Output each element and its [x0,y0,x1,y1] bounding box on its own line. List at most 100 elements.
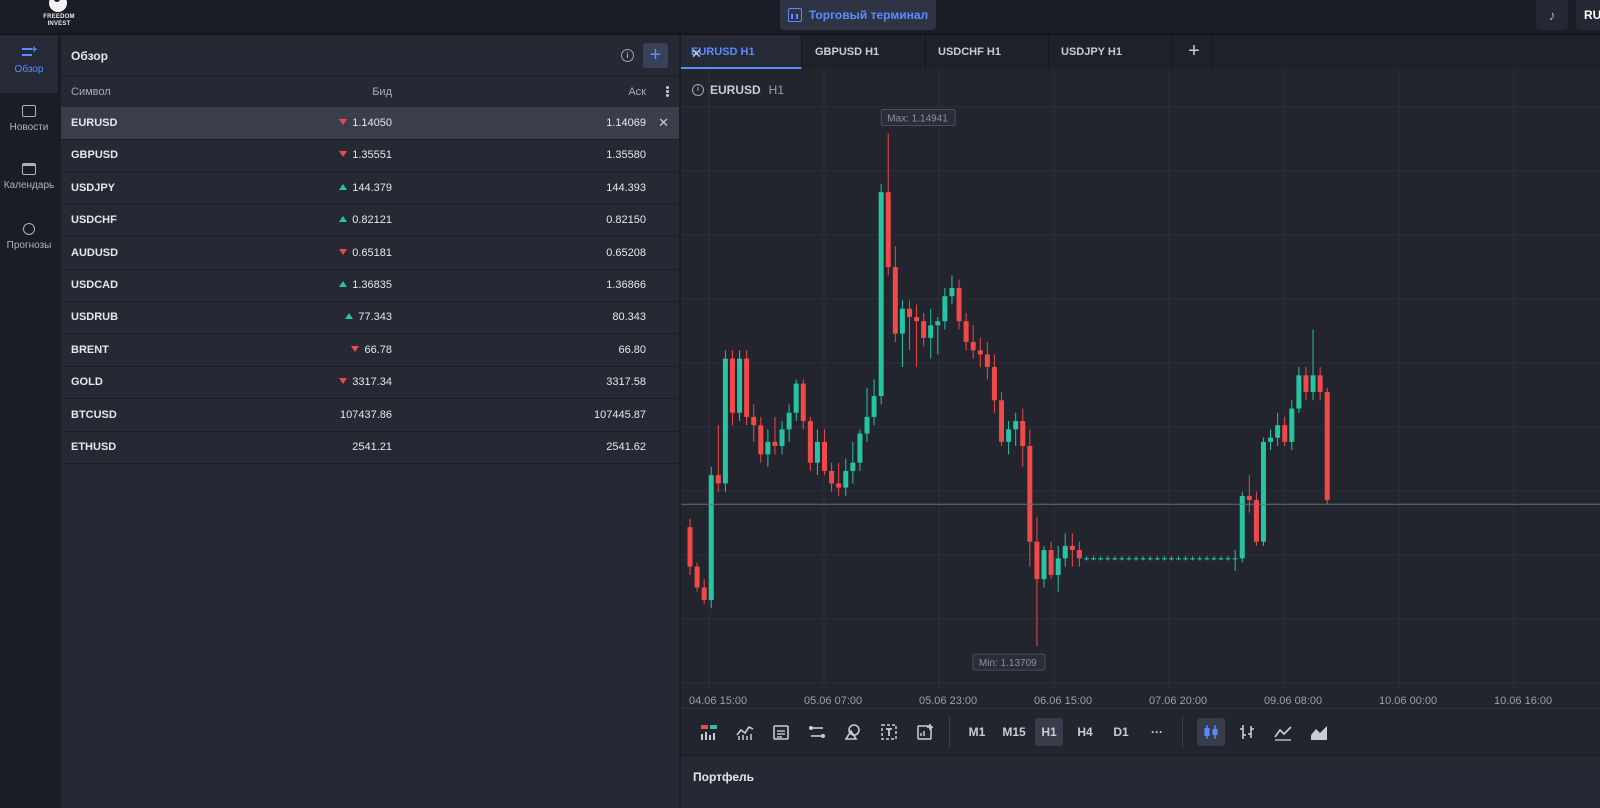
table-row[interactable]: AUDUSD 0.65181 0.65208 [61,237,679,270]
area-chart-button[interactable] [1305,718,1333,746]
line-chart-button[interactable] [1269,718,1297,746]
min-price-label-box [972,653,1046,671]
table-row[interactable]: ETHUSD 2541.21 2541.62 [61,431,679,464]
nav-item-label: Прогнозы [6,240,52,251]
bars-chart-button[interactable] [1233,718,1261,746]
table-row[interactable]: USDRUB 77.343 80.343 [61,301,679,335]
line-tool-icon [809,726,825,738]
chart-symbol: EURUSD [710,83,761,97]
candle-body [722,358,728,484]
info-icon[interactable]: i [692,84,704,96]
column-symbol[interactable]: Символ [71,86,111,98]
timeframe-m1-button[interactable]: M1 [968,725,986,739]
trading-terminal-label: Торговый терминал [808,8,929,22]
x-tick-label: 05.06 23:00 [919,695,977,707]
chart-tabs: EURUSD H1 ✕ GBPUSD H1 USDCHF H1 USDJPY H… [681,35,1600,69]
row-bid: 1.36835 [339,279,392,291]
price-chart[interactable]: Max: 1.14941 Min: 1.13709 04.06 15:00 05.06… [681,69,1600,708]
arrow-down-icon [339,378,348,385]
close-icon[interactable]: ✕ [691,46,702,61]
bid-value: 107437.86 [340,408,392,421]
add-tab-button[interactable]: + [1177,35,1212,69]
row-bid: 77.343 [345,311,392,323]
tab-usdchf-h1[interactable]: USDCHF H1 [928,35,1049,69]
row-bid: 107437.86 [340,409,392,421]
timeframe-m15-button[interactable]: M15 [1002,725,1026,739]
events-button[interactable] [767,718,795,746]
candle-body [1310,375,1316,392]
bid-value: 144.379 [352,181,392,194]
candle-body [1112,558,1118,560]
bid-value: 1.35551 [352,149,392,162]
text-tool-button[interactable] [875,718,903,746]
nav-item-label: Календарь [3,180,55,191]
more-timeframes-button[interactable]: ··· [1151,725,1163,739]
candle-body [1211,558,1217,560]
candle-body [1218,558,1224,560]
chart-settings-button[interactable] [911,718,939,746]
row-bid: 1.14050 [339,117,392,129]
nav-item-forecasts[interactable]: Прогнозы [0,211,58,269]
portfolio-title[interactable]: Портфель [693,770,755,784]
candle-body [744,358,750,417]
candle-body [949,287,955,297]
candle-body [1303,375,1309,392]
add-symbol-button[interactable]: + [643,43,668,68]
column-ask[interactable]: Аск [628,86,646,98]
column-bid[interactable]: Бид [372,86,392,98]
tab-usdjpy-h1[interactable]: USDJPY H1 [1051,35,1172,69]
x-tick-label: 04.06 15:00 [689,695,747,707]
news-icon [22,105,36,117]
remove-symbol-icon[interactable]: ✕ [658,115,669,130]
area-chart-icon [1311,726,1327,740]
nav-item-news[interactable]: Новости [0,93,58,151]
sound-button[interactable]: ♪ [1536,0,1568,30]
info-icon[interactable]: i [621,49,634,62]
shapes-button[interactable] [839,718,867,746]
arrow-up-icon [339,281,348,287]
kebab-menu-icon[interactable] [666,86,669,97]
text-tool-icon [881,724,897,740]
trading-terminal-button[interactable]: Торговый терминал [780,0,936,30]
tab-gbpusd-h1[interactable]: GBPUSD H1 [805,35,926,69]
nav-item-overview[interactable]: Обзор [0,35,58,93]
table-row[interactable]: GBPUSD 1.35551 1.35580 [61,139,679,173]
table-row[interactable]: USDCAD 1.36835 1.36866 [61,269,679,302]
timeframe-d1-button[interactable]: D1 [1113,725,1129,739]
row-ask: 0.82150 [606,214,646,227]
candle-body [786,412,792,430]
x-tick-label: 07.06 20:00 [1149,695,1207,707]
candle-body [1253,500,1259,542]
bid-value: 3317.34 [352,376,392,389]
candle-body [1013,421,1019,430]
max-price-label: Max: 1.14941 [887,114,948,125]
tab-eurusd-h1[interactable]: EURUSD H1 ✕ [681,35,802,69]
candle-body [1204,558,1210,560]
timeframe-h4-button[interactable]: H4 [1077,725,1093,739]
indicators-button[interactable] [731,718,759,746]
table-row[interactable]: EURUSD 1.14050 1.14069 ✕ [61,107,679,140]
candle-body [1055,558,1061,575]
trend-line-button[interactable] [803,718,831,746]
table-row[interactable]: BTCUSD 107437.86 107445.87 [61,399,679,432]
language-button[interactable]: RU [1576,0,1600,30]
indicators-volume-button[interactable] [695,718,723,746]
candle-body [899,308,905,334]
table-row[interactable]: BRENT 66.78 66.80 [61,334,679,367]
candlestick-chart[interactable]: Max: 1.14941 Min: 1.13709 04.06 15:00 05.06… [681,69,1600,708]
candles-chart-button[interactable] [1197,718,1225,746]
candle-body [892,267,898,334]
nav-item-calendar[interactable]: Календарь [0,151,58,209]
arrow-down-icon [339,151,348,158]
tab-label: EURUSD H1 [691,46,755,58]
arrow-down-icon [339,248,348,255]
freedom-logo[interactable]: FREEDOM INVEST [34,0,84,32]
candle-body [857,433,863,463]
candle-body [935,321,941,326]
table-row[interactable]: GOLD 3317.34 3317.58 [61,366,679,400]
timeframe-h1-button[interactable]: H1 [1035,718,1063,746]
candle-body [1296,375,1302,409]
table-row[interactable]: USDCHF 0.82121 0.82150 [61,204,679,238]
table-row[interactable]: USDJPY 144.379 144.393 [61,172,679,205]
min-price-label: Min: 1.13709 [979,658,1037,669]
